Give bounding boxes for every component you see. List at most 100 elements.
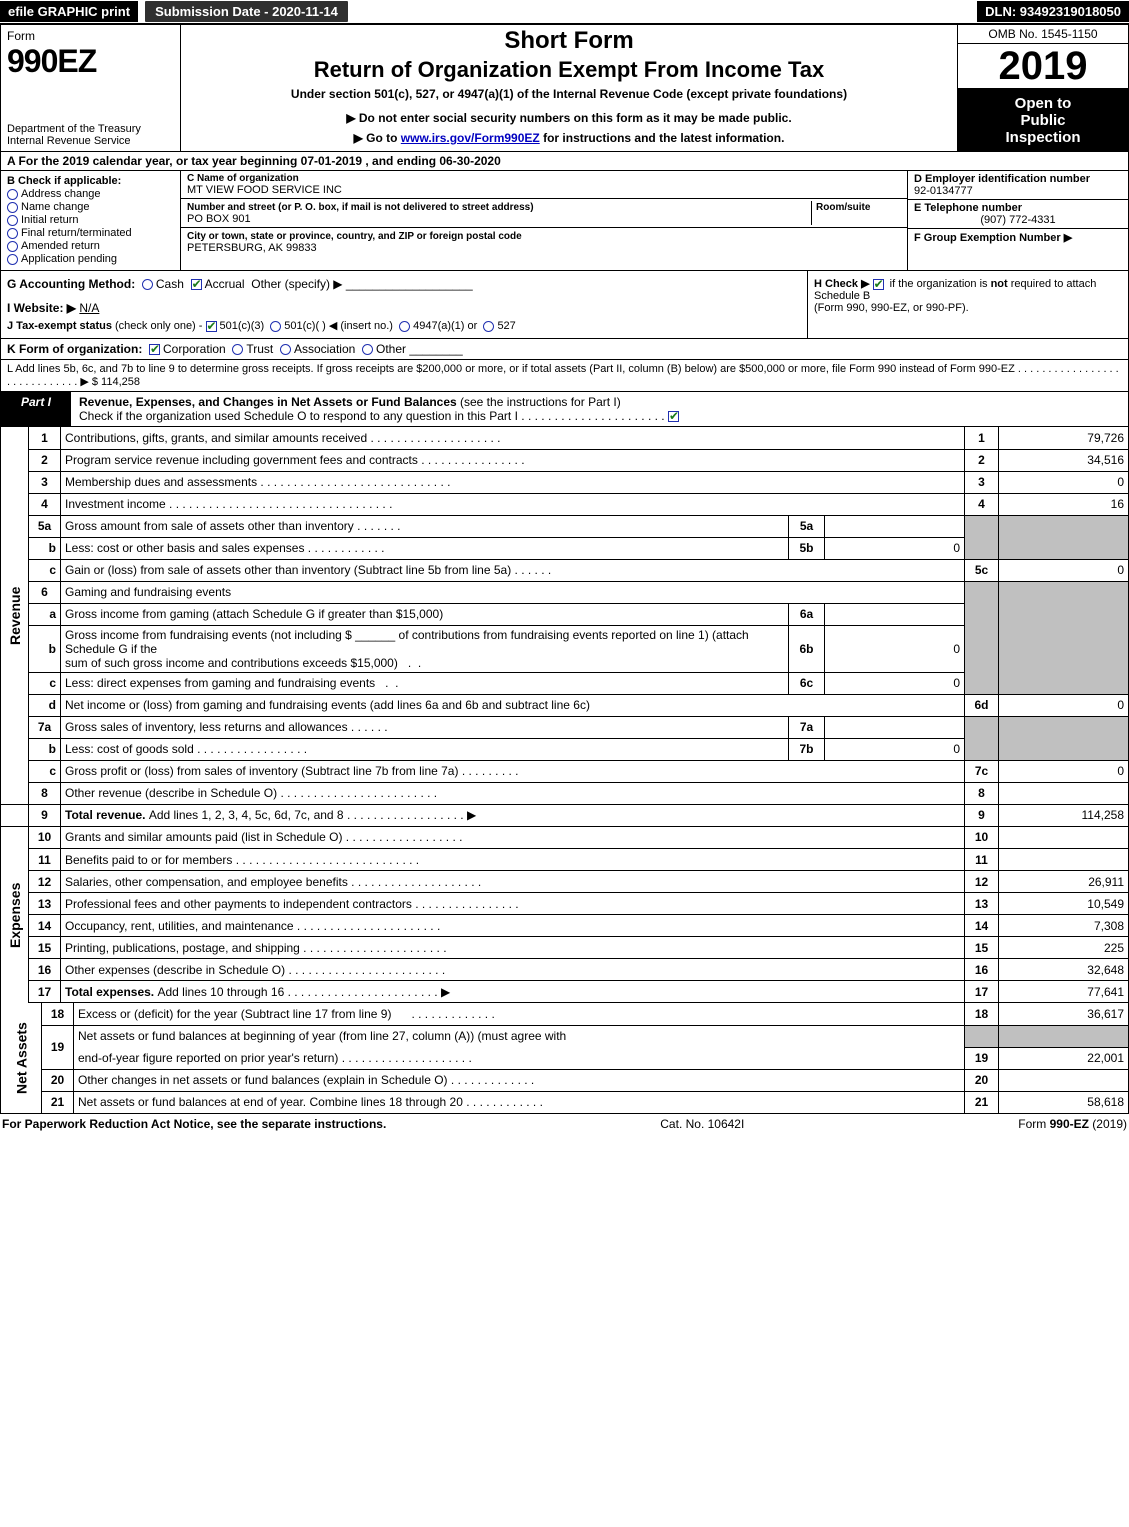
- radio-icon[interactable]: [142, 279, 153, 290]
- radio-icon: [7, 241, 18, 252]
- table-row: b Less: cost of goods sold . . . . . . .…: [1, 738, 1129, 760]
- line-l-amount: $ 114,258: [92, 376, 140, 388]
- g-accrual: Accrual: [205, 277, 245, 291]
- line-amount: 114,258: [999, 804, 1129, 826]
- group-exemption-cell: F Group Exemption Number ▶: [908, 229, 1128, 246]
- checkbox-icon[interactable]: [668, 411, 679, 422]
- line-ref: 5c: [965, 559, 999, 581]
- ein-label: D Employer identification number: [914, 173, 1122, 185]
- line-desc: Gross income from gaming (attach Schedul…: [61, 603, 789, 625]
- footer-formref: Form 990-EZ (2019): [1018, 1117, 1127, 1131]
- line-ref: 16: [965, 959, 999, 981]
- table-row: end-of-year figure reported on prior yea…: [1, 1047, 1129, 1069]
- line-amount: 79,726: [999, 427, 1129, 449]
- radio-icon[interactable]: [270, 321, 281, 332]
- line-number: 1: [29, 427, 61, 449]
- line-ref: 11: [965, 849, 999, 871]
- checkbox-icon[interactable]: [873, 279, 884, 290]
- chk-address-change[interactable]: Address change: [7, 188, 174, 200]
- line-j: J Tax-exempt status (check only one) - 5…: [7, 319, 801, 332]
- radio-icon[interactable]: [232, 344, 243, 355]
- inner-val: [825, 716, 965, 738]
- inner-ref: 6b: [789, 625, 825, 672]
- line-number: b: [29, 625, 61, 672]
- line-desc: Total expenses. Add lines 10 through 16 …: [61, 981, 965, 1003]
- header-left: Form 990EZ Department of the Treasury In…: [1, 25, 181, 151]
- line-ref: 21: [965, 1091, 999, 1113]
- radio-icon[interactable]: [362, 344, 373, 355]
- chk-name-change[interactable]: Name change: [7, 201, 174, 213]
- line-ref: 4: [965, 493, 999, 515]
- line-number: 9: [29, 804, 61, 826]
- org-name-label: C Name of organization: [187, 173, 901, 184]
- table-row: c Gain or (loss) from sale of assets oth…: [1, 559, 1129, 581]
- line-desc: Less: cost or other basis and sales expe…: [61, 537, 789, 559]
- checkbox-icon[interactable]: [149, 344, 160, 355]
- line-number: 16: [29, 959, 61, 981]
- line-number: 6: [29, 581, 61, 603]
- inner-val: 0: [825, 672, 965, 694]
- city-label: City or town, state or province, country…: [187, 231, 522, 242]
- line-amount: 77,641: [999, 981, 1129, 1003]
- radio-icon[interactable]: [483, 321, 494, 332]
- line-number: 2: [29, 449, 61, 471]
- group-label: F Group Exemption Number ▶: [914, 231, 1122, 244]
- org-name-value: MT VIEW FOOD SERVICE INC: [187, 184, 901, 196]
- line-amount: 0: [999, 559, 1129, 581]
- k-trust: Trust: [246, 342, 273, 356]
- open-line3: Inspection: [962, 129, 1124, 146]
- table-row: 3 Membership dues and assessments . . . …: [1, 471, 1129, 493]
- line-number: d: [29, 694, 61, 716]
- chk-application-pending[interactable]: Application pending: [7, 253, 174, 265]
- chk-initial-return[interactable]: Initial return: [7, 214, 174, 226]
- tel-value: (907) 772-4331: [914, 214, 1122, 226]
- part-1-sub: Check if the organization used Schedule …: [79, 409, 518, 423]
- open-line1: Open to: [962, 95, 1124, 112]
- radio-icon: [7, 189, 18, 200]
- part-1-title-note: (see the instructions for Part I): [457, 395, 621, 409]
- radio-icon[interactable]: [280, 344, 291, 355]
- line-ref: 2: [965, 449, 999, 471]
- city-value: PETERSBURG, AK 99833: [187, 242, 317, 254]
- g-other: Other (specify) ▶: [251, 277, 342, 291]
- chk-final-return[interactable]: Final return/terminated: [7, 227, 174, 239]
- line-number: 20: [42, 1069, 74, 1091]
- line-amount: [999, 1069, 1129, 1091]
- top-bar: efile GRAPHIC print Submission Date - 20…: [0, 0, 1129, 24]
- line-amount: 0: [999, 471, 1129, 493]
- table-row: 15 Printing, publications, postage, and …: [1, 937, 1129, 959]
- header-right: OMB No. 1545-1150 2019 Open to Public In…: [958, 25, 1128, 151]
- line-amount: 16: [999, 493, 1129, 515]
- city-cell: City or town, state or province, country…: [181, 228, 907, 256]
- line-number: a: [29, 603, 61, 625]
- do-not-warning: ▶ Do not enter social security numbers o…: [191, 111, 947, 125]
- org-name-cell: C Name of organization MT VIEW FOOD SERV…: [181, 171, 907, 199]
- line-desc: Contributions, gifts, grants, and simila…: [61, 427, 965, 449]
- tax-year: 2019: [958, 44, 1128, 89]
- line-number: 17: [29, 981, 61, 1003]
- chk-amended-return[interactable]: Amended return: [7, 240, 174, 252]
- line-amount: 58,618: [999, 1091, 1129, 1113]
- table-row: 19 Net assets or fund balances at beginn…: [1, 1025, 1129, 1047]
- line-number: 7a: [29, 716, 61, 738]
- line-number: 21: [42, 1091, 74, 1113]
- line-amount: 225: [999, 937, 1129, 959]
- radio-icon[interactable]: [399, 321, 410, 332]
- table-row: 14 Occupancy, rent, utilities, and maint…: [1, 915, 1129, 937]
- grey-cell: [965, 581, 999, 694]
- line-ref: 13: [965, 893, 999, 915]
- line-desc: Benefits paid to or for members . . . . …: [61, 849, 965, 871]
- line-ref: 17: [965, 981, 999, 1003]
- table-row: 8 Other revenue (describe in Schedule O)…: [1, 782, 1129, 804]
- line-number: 8: [29, 782, 61, 804]
- line-h: H Check ▶ if the organization is not req…: [808, 271, 1128, 338]
- checkbox-icon[interactable]: [191, 279, 202, 290]
- goto-link[interactable]: www.irs.gov/Form990EZ: [401, 131, 540, 145]
- k-assoc: Association: [294, 342, 355, 356]
- table-row: 2 Program service revenue including gove…: [1, 449, 1129, 471]
- checkbox-icon[interactable]: [206, 321, 217, 332]
- section-bcd: B Check if applicable: Address change Na…: [0, 171, 1129, 271]
- h-text: if the organization is: [890, 278, 991, 290]
- inner-ref: 7a: [789, 716, 825, 738]
- efile-badge[interactable]: efile GRAPHIC print: [0, 1, 138, 22]
